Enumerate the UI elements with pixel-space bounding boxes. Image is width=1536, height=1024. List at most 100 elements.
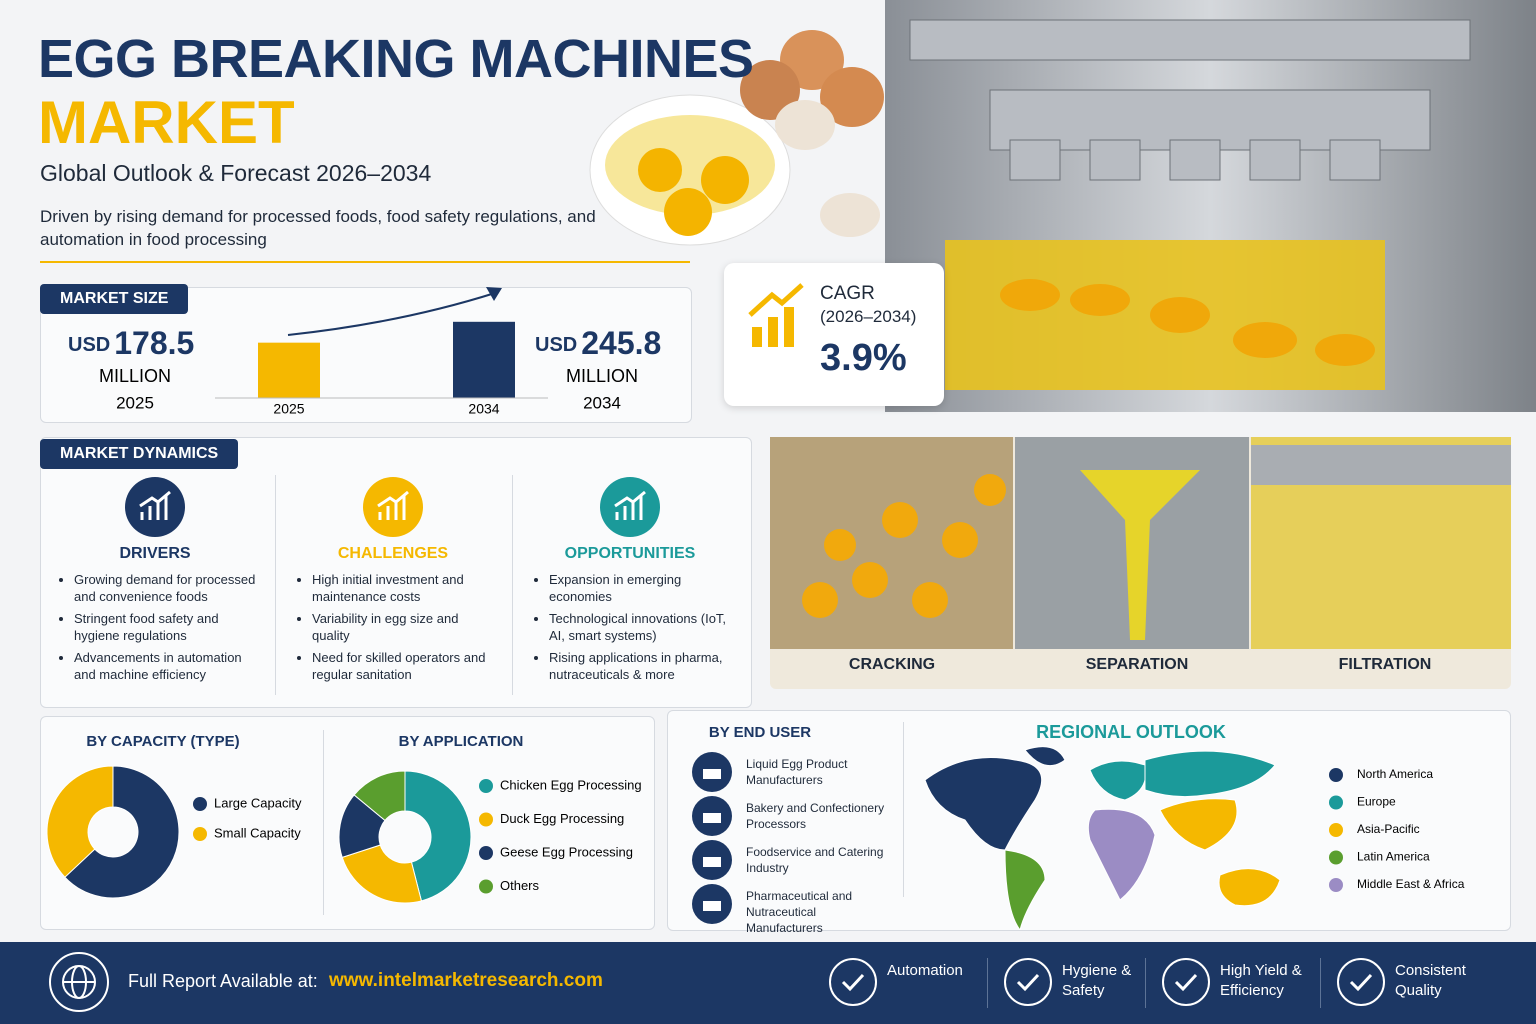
market-size-panel: [40, 287, 692, 423]
yolks: [1000, 279, 1375, 366]
separator: [323, 730, 324, 915]
bar: [453, 321, 515, 398]
legend-swatch: [1329, 768, 1343, 782]
column-title: DRIVERS: [119, 545, 191, 562]
icon-glyph: [841, 973, 865, 992]
legend-label: Asia-Pacific: [1357, 822, 1420, 836]
footer-url[interactable]: www.intelmarketresearch.com: [329, 970, 603, 991]
icon-wrap: [692, 752, 732, 792]
icon-wrap: [829, 958, 877, 1006]
currency: USD: [68, 334, 110, 356]
trend-arrow: [287, 292, 496, 336]
chart-title: BY CAPACITY (TYPE): [86, 733, 239, 750]
map-region: [1089, 760, 1147, 801]
column-title: OPPORTUNITIES: [564, 545, 696, 562]
icon-wrap: [692, 884, 732, 924]
pie-slice: [353, 770, 406, 822]
icon: [363, 477, 423, 537]
process-step: SEPARATION: [1085, 656, 1189, 673]
legend-swatch: [1329, 878, 1343, 892]
legend-swatch: [1329, 795, 1343, 810]
icon-wrap: [125, 477, 185, 537]
separator: [1320, 958, 1321, 1008]
feature-icon: [1004, 958, 1052, 1006]
title-highlight: MARKET: [38, 89, 295, 156]
item-list: High initial investment and maintenance …: [298, 571, 498, 688]
map-region: [1004, 849, 1046, 930]
icon-glyph: [139, 490, 171, 520]
list-item: Need for skilled operators and regular s…: [312, 649, 498, 683]
separator: [987, 958, 988, 1008]
map-region: [1218, 868, 1281, 907]
list-item: Stringent food safety and hygiene regula…: [74, 610, 260, 644]
icon-wrap: [692, 796, 732, 836]
feature-icon: [1337, 958, 1385, 1006]
icon-wrap: [1004, 958, 1052, 1006]
amount: 245.8: [581, 325, 661, 361]
enduser-item: Pharmaceutical and Nutraceutical Manufac…: [746, 889, 853, 935]
map-region: [1159, 798, 1238, 851]
value: USD 178.5: [68, 325, 194, 361]
legend-swatch: [1329, 823, 1343, 837]
item-list: Expansion in emerging economies Technolog…: [535, 571, 735, 688]
map-region: [1144, 750, 1276, 798]
footer-bar: [0, 942, 1536, 1024]
pie-slice: [64, 765, 180, 899]
legend-label: Europe: [1357, 795, 1396, 809]
legend-swatch: [479, 846, 493, 860]
legend-swatch: [1329, 850, 1343, 865]
legend-swatch: [479, 779, 493, 793]
dispensers: [909, 19, 1471, 181]
cagr-card: CAGR (2026–2034) 3.9%: [724, 263, 944, 406]
regional-map: North America Europe Asia-Pacific Latin Ame…: [924, 746, 1465, 930]
legend-swatch: [479, 812, 493, 827]
bar-year: 2025: [273, 401, 304, 417]
icon: [125, 477, 185, 537]
legend-label: Chicken Egg Processing: [500, 777, 642, 792]
enduser-item: Bakery and Confectionery Processors: [746, 801, 885, 831]
separator: [275, 475, 276, 695]
icon-glyph: [1174, 973, 1198, 992]
legend-label: Others: [500, 878, 540, 893]
regional-title: REGIONAL OUTLOOK: [1036, 722, 1226, 742]
legend-label: North America: [1357, 767, 1433, 781]
tab: MARKET DYNAMICS: [40, 439, 239, 469]
pie-slice: [404, 770, 472, 902]
icon-wrap: [692, 840, 732, 880]
chart-title: BY APPLICATION: [399, 733, 524, 750]
cagr-period: (2026–2034): [820, 307, 917, 326]
feature-label: Automation: [887, 962, 963, 979]
globe-icon: [49, 952, 109, 1012]
egg-bowl: [589, 30, 884, 246]
unit: MILLION: [99, 366, 171, 386]
feature-icon: [829, 958, 877, 1006]
icon-wrap: [363, 477, 423, 537]
map-region: [1024, 746, 1066, 767]
pie-slice: [341, 844, 423, 904]
separator: [903, 722, 904, 897]
subtitle: Global Outlook & Forecast 2026–2034: [40, 160, 432, 186]
footer-label: Full Report Available at:: [128, 971, 318, 991]
icon-glyph: [1349, 973, 1373, 992]
feature-label: Hygiene & Safety: [1062, 962, 1132, 999]
process-step: CRACKING: [848, 656, 936, 673]
legend-label: Middle East & Africa: [1357, 877, 1465, 891]
pipe: [1251, 445, 1511, 485]
arrow-head: [486, 287, 502, 301]
legend-label: Large Capacity: [214, 795, 302, 810]
legend-swatch: [193, 797, 207, 811]
list-item: Growing demand for processed and conveni…: [74, 571, 260, 605]
year: 2025: [116, 393, 154, 412]
cagr-label: CAGR: [820, 283, 875, 304]
list-item: High initial investment and maintenance …: [312, 571, 498, 605]
legend-label: Small Capacity: [214, 825, 301, 840]
segment-charts: BY CAPACITY (TYPE) Large Capacity Small Ca…: [46, 733, 642, 904]
growth-icon: [748, 283, 804, 347]
description: Driven by rising demand for processed fo…: [40, 207, 596, 249]
list-item: Technological innovations (IoT, AI, smar…: [549, 610, 735, 644]
bar: [258, 342, 320, 398]
process-step: FILTRATION: [1338, 656, 1432, 673]
icon-glyph: [703, 901, 721, 911]
